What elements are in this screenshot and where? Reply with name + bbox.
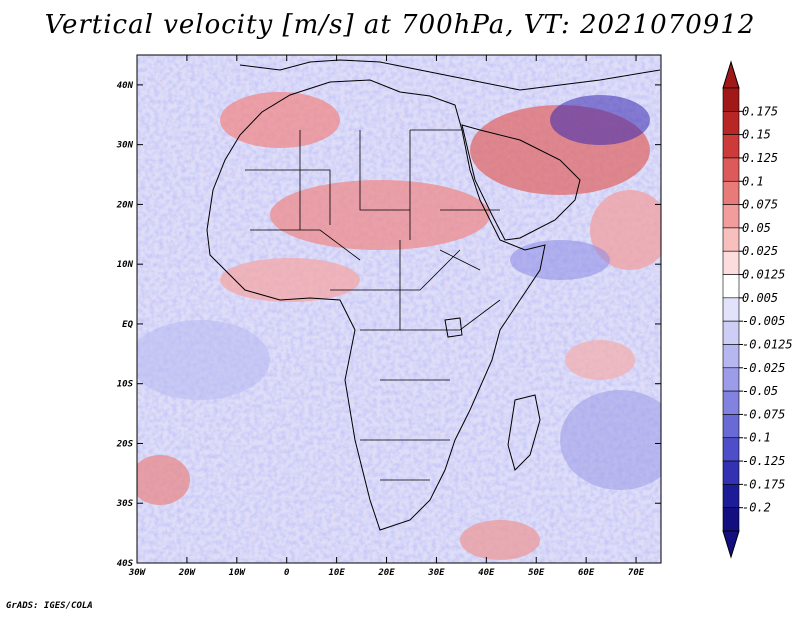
coastlines-and-borders xyxy=(206,59,661,531)
colorbar-swatch xyxy=(722,297,740,322)
colorbar-swatch xyxy=(722,390,740,415)
lon-label: 10W xyxy=(229,568,247,578)
colorbar-swatch xyxy=(722,507,740,532)
lon-label: 60E xyxy=(578,568,595,578)
lon-label: 10E xyxy=(328,568,345,578)
colorbar-label: -0.075 xyxy=(742,407,785,421)
lat-label: 30N xyxy=(116,141,134,151)
colorbar-label: 0.0125 xyxy=(742,268,785,282)
colorbar-top-arrow xyxy=(722,60,740,89)
lat-label: EQ xyxy=(122,320,133,330)
colorbar-labels: 0.175 0.15 0.125 0.1 0.075 0.05 0.025 0.0125 0.0… xyxy=(739,104,793,515)
colorbar-swatch xyxy=(722,111,740,135)
africa-coastline xyxy=(206,79,546,531)
axis-ticks xyxy=(136,55,661,564)
colorbar-label: 0.125 xyxy=(742,151,778,165)
lon-label: 20E xyxy=(377,568,395,578)
colorbar-label: 0.1 xyxy=(742,174,764,188)
downdraft-regions xyxy=(137,95,661,490)
lat-label: 40N xyxy=(117,81,134,91)
colorbar-label: 0.05 xyxy=(742,221,771,235)
map-frame xyxy=(136,54,662,564)
lon-label: 50E xyxy=(528,568,545,578)
lat-label: 10N xyxy=(117,260,134,270)
colorbar-label: -0.1 xyxy=(742,431,771,445)
colorbar-swatch xyxy=(722,204,740,229)
lon-label: 30W xyxy=(128,568,147,578)
colorbar-swatch xyxy=(722,274,740,299)
colorbar-swatch xyxy=(722,180,740,205)
chart-title: Vertical velocity [m/s] at 700hPa, VT: 2… xyxy=(44,10,756,40)
lat-label: 30S xyxy=(116,499,134,509)
colorbar-label: -0.025 xyxy=(742,361,785,375)
colorbar-label: 0.005 xyxy=(742,291,778,305)
lon-label: 0 xyxy=(284,568,290,578)
latitude-labels: 40N 30N 20N 10N EQ 10S 20S 30S 40S xyxy=(116,81,134,569)
colorbar-swatch xyxy=(722,134,740,159)
colorbar-swatch xyxy=(722,344,740,369)
colorbar-label: 0.025 xyxy=(742,244,778,258)
colorbar-label: 0.15 xyxy=(742,128,771,142)
lat-label: 40S xyxy=(117,559,134,569)
arabia-coastline xyxy=(461,124,581,241)
lon-label: 20W xyxy=(178,568,197,578)
colorbar-swatch xyxy=(722,227,740,252)
colorbar-label: 0.075 xyxy=(742,198,778,212)
colorbar-swatch xyxy=(722,460,740,485)
lon-label: 30E xyxy=(427,568,445,578)
lake-victoria xyxy=(444,317,463,338)
lat-label: 20N xyxy=(116,200,134,210)
colorbar-bottom-arrow xyxy=(722,530,740,559)
colorbar-swatch xyxy=(722,437,740,462)
colorbar-swatch xyxy=(722,367,740,392)
colorbar-label: -0.0125 xyxy=(742,337,793,351)
colorbar-label: -0.05 xyxy=(742,384,778,398)
lat-label: 10S xyxy=(117,380,134,390)
colorbar-label: -0.2 xyxy=(742,501,771,515)
country-borders xyxy=(245,129,501,481)
colorbar-swatch xyxy=(722,157,740,182)
colorbar xyxy=(722,60,740,559)
colorbar-label: -0.125 xyxy=(742,454,785,468)
lat-label: 20S xyxy=(116,439,134,449)
colorbar-label: -0.175 xyxy=(742,477,785,491)
colorbar-swatch xyxy=(722,484,740,508)
colorbar-swatch xyxy=(722,87,740,112)
colorbar-swatch xyxy=(722,320,740,345)
colorbar-label: 0.175 xyxy=(742,104,778,118)
colorbar-swatch xyxy=(722,414,740,439)
europe-coastline xyxy=(239,59,661,91)
grads-credit: GrADS: IGES/COLA xyxy=(6,601,93,611)
longitude-labels: 30W 20W 10W 0 10E 20E 30E 40E 50E 60E 70E xyxy=(128,568,645,578)
colorbar-label: -0.005 xyxy=(742,314,785,328)
colorbar-swatch xyxy=(722,250,740,275)
lon-label: 40E xyxy=(478,568,495,578)
madagascar-coastline xyxy=(507,394,541,471)
velocity-field xyxy=(137,55,661,563)
lon-label: 70E xyxy=(628,568,645,578)
